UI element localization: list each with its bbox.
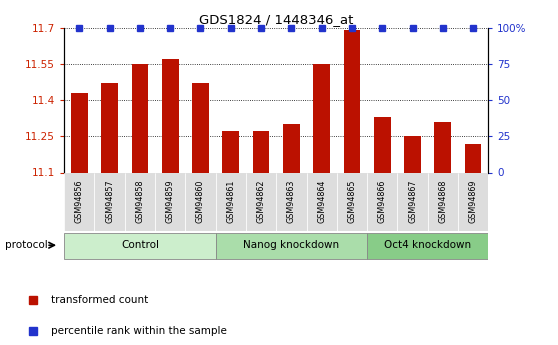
Bar: [465, 144, 482, 172]
Text: GSM94860: GSM94860: [196, 179, 205, 223]
Bar: [344, 30, 360, 172]
Text: GSM94863: GSM94863: [287, 179, 296, 223]
Bar: [132, 64, 148, 172]
Text: GSM94861: GSM94861: [227, 179, 235, 223]
Bar: [397, 172, 427, 231]
Text: GSM94869: GSM94869: [469, 179, 478, 223]
Bar: [283, 124, 300, 172]
Bar: [101, 83, 118, 172]
Bar: [155, 172, 185, 231]
Text: transformed count: transformed count: [51, 295, 148, 305]
Text: protocol: protocol: [5, 240, 48, 250]
Title: GDS1824 / 1448346_at: GDS1824 / 1448346_at: [199, 13, 353, 27]
Bar: [162, 59, 179, 172]
Text: GSM94866: GSM94866: [378, 179, 387, 223]
Bar: [276, 172, 306, 231]
Text: GSM94857: GSM94857: [105, 179, 114, 223]
Text: GSM94862: GSM94862: [257, 179, 266, 223]
Bar: [223, 131, 239, 172]
Text: GSM94856: GSM94856: [75, 179, 84, 223]
Bar: [125, 172, 155, 231]
Bar: [64, 172, 94, 231]
Text: GSM94859: GSM94859: [166, 179, 175, 223]
Text: Oct4 knockdown: Oct4 knockdown: [384, 240, 471, 250]
Bar: [367, 233, 488, 259]
Bar: [246, 172, 276, 231]
Bar: [427, 172, 458, 231]
Text: Control: Control: [121, 240, 159, 250]
Text: GSM94864: GSM94864: [317, 179, 326, 223]
Bar: [306, 172, 337, 231]
Bar: [94, 172, 125, 231]
Bar: [253, 131, 270, 172]
Text: percentile rank within the sample: percentile rank within the sample: [51, 326, 227, 336]
Text: GSM94865: GSM94865: [348, 179, 357, 223]
Bar: [458, 172, 488, 231]
Bar: [215, 172, 246, 231]
Bar: [367, 172, 397, 231]
Text: Nanog knockdown: Nanog knockdown: [243, 240, 339, 250]
Bar: [404, 136, 421, 172]
Bar: [71, 93, 88, 172]
Text: GSM94867: GSM94867: [408, 179, 417, 223]
Text: GSM94858: GSM94858: [136, 179, 145, 223]
Bar: [185, 172, 215, 231]
Bar: [313, 64, 330, 172]
Bar: [215, 233, 367, 259]
Bar: [192, 83, 209, 172]
Bar: [374, 117, 391, 172]
Text: GSM94868: GSM94868: [439, 179, 448, 223]
Bar: [64, 233, 215, 259]
Bar: [435, 122, 451, 172]
Bar: [337, 172, 367, 231]
